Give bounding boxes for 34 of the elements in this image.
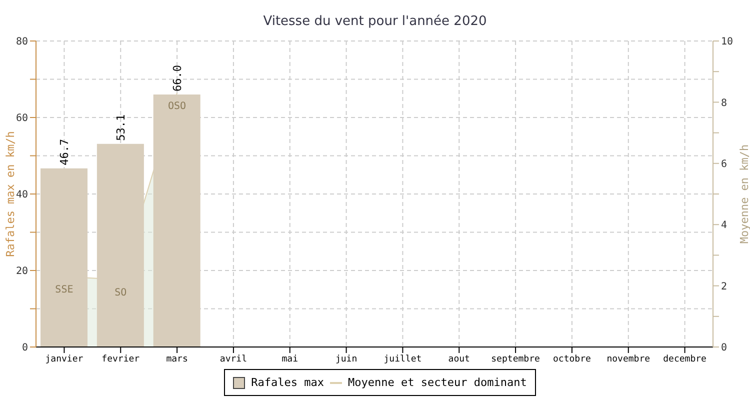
x-tick-label: avril xyxy=(220,354,248,364)
y-tick-label: 80 xyxy=(16,36,28,48)
data-label: OSO xyxy=(168,101,186,112)
x-tick-label: juillet xyxy=(384,354,422,364)
y2-tick-label: 10 xyxy=(721,36,734,48)
data-label: SO xyxy=(114,288,127,299)
data-label: SSE xyxy=(55,284,74,296)
x-tick-label: decembre xyxy=(663,354,706,364)
data-label: 53.1 xyxy=(114,114,128,141)
legend-label: Rafales max xyxy=(251,376,324,389)
chart-title: Vitesse du vent pour l'année 2020 xyxy=(262,14,488,29)
legend-label: Moyenne et secteur dominant xyxy=(348,376,527,389)
y-tick-label: 60 xyxy=(16,113,28,124)
x-tick-label: mai xyxy=(282,354,298,364)
data-label: 66.0 xyxy=(170,65,184,92)
data-label: 46.7 xyxy=(58,138,72,166)
y-axis-title: Rafales max en km/h xyxy=(4,131,17,257)
y2-axis-title: Moyenne en km/h xyxy=(738,144,750,244)
y-tick-label: 40 xyxy=(16,190,28,201)
x-tick-label: septembre xyxy=(491,354,540,364)
y2-tick-label: 8 xyxy=(721,98,728,109)
y-tick-label: 20 xyxy=(16,266,28,278)
x-tick-label: fevrier xyxy=(102,354,140,364)
y2-tick-label: 2 xyxy=(721,281,728,292)
y2-tick-label: 4 xyxy=(721,220,728,232)
x-tick-label: novembre xyxy=(606,354,650,364)
y2-tick-label: 6 xyxy=(721,158,728,170)
x-tick-label: aout xyxy=(448,354,470,364)
x-tick-label: octobre xyxy=(552,354,591,364)
x-tick-label: mars xyxy=(166,354,188,364)
y2-tick-label: 0 xyxy=(721,342,728,354)
x-tick-label: juin xyxy=(335,354,358,364)
y-tick-label: 0 xyxy=(22,342,28,354)
x-tick-label: janvier xyxy=(45,354,84,364)
